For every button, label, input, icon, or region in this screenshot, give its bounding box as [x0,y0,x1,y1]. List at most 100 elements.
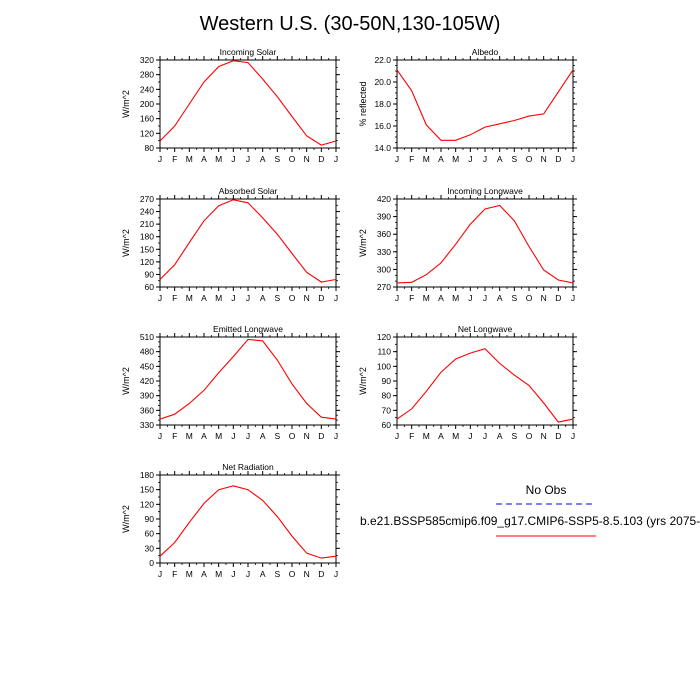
y-tick-label: 270 [377,282,391,292]
x-tick-label: A [201,154,207,164]
y-tick-label: 270 [140,194,154,204]
y-tick-label: 16.0 [374,121,391,131]
y-tick-label: 120 [377,332,391,342]
x-tick-label: J [571,293,575,303]
x-tick-label: J [571,431,575,441]
x-tick-label: J [334,569,338,579]
x-tick-label: N [304,293,310,303]
x-tick-label: F [172,431,177,441]
x-tick-label: S [511,293,517,303]
panels: Incoming Solar W/m^2 80 120 160 200 240 280 320 J… [121,47,577,579]
y-tick-label: 360 [140,405,154,415]
y-axis-label: W/m^2 [358,229,368,257]
x-tick-label: S [511,431,517,441]
panel-title: Albedo [472,47,499,57]
panel-absorbed-solar: Absorbed Solar W/m^2 60 90 120 150 180 210 240 27… [121,186,340,303]
y-tick-label: 480 [140,347,154,357]
x-tick-label: J [246,569,250,579]
y-tick-label: 60 [382,420,392,430]
y-tick-label: 240 [140,84,154,94]
y-tick-label: 390 [140,391,154,401]
x-tick-label: M [186,431,193,441]
x-tick-label: D [318,569,324,579]
y-tick-label: 14.0 [374,143,391,153]
x-tick-label: J [571,154,575,164]
y-tick-label: 330 [377,247,391,257]
y-axis-label: W/m^2 [121,90,131,118]
y-tick-label: 280 [140,70,154,80]
panel-title: Absorbed Solar [219,186,278,196]
x-tick-label: M [186,154,193,164]
x-tick-label: D [555,293,561,303]
series-line [396,69,574,141]
legend-model-label: b.e21.BSSP585cmip6.f09_g17.CMIP6-SSP5-8.… [360,514,700,528]
y-tick-label: 330 [140,420,154,430]
x-tick-label: F [172,569,177,579]
y-tick-label: 120 [140,128,154,138]
x-tick-label: N [541,154,547,164]
y-tick-label: 420 [140,376,154,386]
x-tick-label: O [289,154,296,164]
y-tick-label: 150 [140,244,154,254]
x-tick-label: J [483,293,487,303]
x-tick-label: D [318,293,324,303]
series-line [159,199,337,283]
x-tick-label: M [215,293,222,303]
x-tick-label: J [483,431,487,441]
x-tick-label: A [438,154,444,164]
x-tick-label: J [334,431,338,441]
x-tick-label: A [497,431,503,441]
y-axis-label: W/m^2 [358,367,368,395]
x-tick-label: M [186,293,193,303]
x-tick-label: A [497,154,503,164]
series-line [159,338,337,420]
y-tick-label: 160 [140,114,154,124]
y-tick-label: 90 [145,514,155,524]
y-axis-label: W/m^2 [121,367,131,395]
y-tick-label: 360 [377,229,391,239]
x-tick-label: J [468,431,472,441]
x-tick-label: J [395,293,399,303]
x-tick-label: D [555,154,561,164]
y-tick-label: 420 [377,194,391,204]
x-tick-label: A [260,569,266,579]
x-tick-label: D [318,154,324,164]
y-tick-label: 100 [377,361,391,371]
x-tick-label: M [452,154,459,164]
x-tick-label: A [201,569,207,579]
panel-emitted-longwave: Emitted Longwave W/m^2 330 360 390 420 450 480 5… [121,324,340,441]
x-tick-label: F [172,154,177,164]
x-tick-label: N [541,431,547,441]
y-tick-label: 240 [140,207,154,217]
x-tick-label: F [172,293,177,303]
x-tick-label: O [526,431,533,441]
y-tick-label: 0 [149,558,154,568]
x-tick-label: M [215,154,222,164]
x-tick-label: J [231,154,235,164]
x-tick-label: J [231,569,235,579]
x-tick-label: J [334,293,338,303]
y-tick-label: 22.0 [374,55,391,65]
y-tick-label: 60 [145,282,155,292]
panel-incoming-longwave: Incoming Longwave W/m^2 270 300 330 360 390 420… [358,186,577,303]
y-tick-label: 180 [140,232,154,242]
y-tick-label: 18.0 [374,99,391,109]
x-tick-label: M [215,569,222,579]
panel-title: Incoming Solar [220,47,277,57]
x-tick-label: M [452,293,459,303]
panel-incoming-solar: Incoming Solar W/m^2 80 120 160 200 240 280 320 J… [121,47,340,164]
y-axis-label: W/m^2 [121,229,131,257]
x-tick-label: N [304,154,310,164]
y-tick-label: 210 [140,219,154,229]
x-tick-label: J [246,154,250,164]
x-tick-label: M [452,431,459,441]
x-tick-label: M [215,431,222,441]
y-axis-label: % reflected [358,81,368,126]
x-tick-label: A [438,431,444,441]
x-tick-label: O [289,293,296,303]
x-tick-label: S [274,293,280,303]
